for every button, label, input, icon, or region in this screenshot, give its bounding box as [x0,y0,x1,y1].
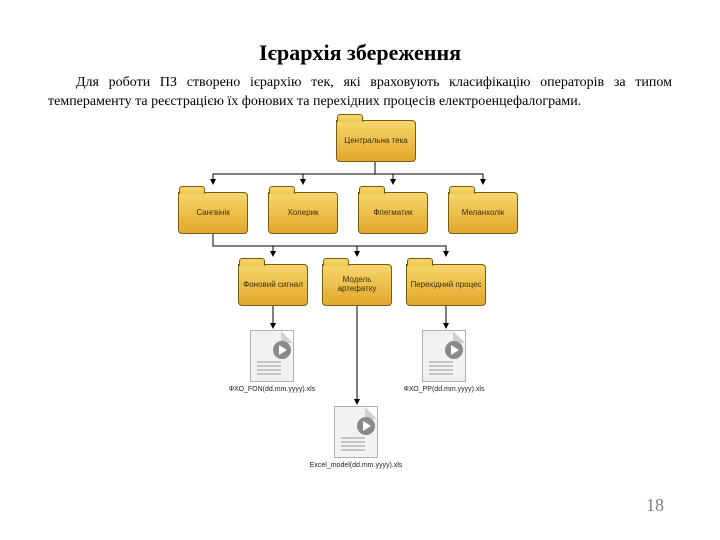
play-icon [357,417,375,435]
folder-label: Фоновий сигнал [243,281,303,289]
folder-label: Центральна тека [344,137,407,145]
folder-phlegmatic: Флегматик [358,192,428,234]
folder-artifact-model: Модель артефатку [322,264,392,306]
hierarchy-diagram: Центральна тека Сангвінік Холерик Флегма… [100,120,620,480]
play-icon [445,341,463,359]
file-caption: Excel_model(dd.mm.yyyy).xls [290,462,422,469]
folder-transient-process: Перехідний процес [406,264,486,306]
folder-label: Холерик [287,209,318,217]
folder-label: Меланхолік [462,209,505,217]
folder-background-signal: Фоновий сигнал [238,264,308,306]
edge [303,162,375,184]
file-fon [250,330,294,382]
folder-melancholic: Меланхолік [448,192,518,234]
folder-sangvinik: Сангвінік [178,192,248,234]
edge [375,162,483,184]
edge [213,162,375,184]
folder-choleric: Холерик [268,192,338,234]
edge [213,234,273,256]
page: Ієрархія збереження Для роботи ПЗ створе… [0,0,720,540]
file-caption: ФХО_PP(dd.mm.yyyy).xls [384,386,504,393]
page-number: 18 [646,495,664,516]
intro-paragraph: Для роботи ПЗ створено ієрархію тек, які… [48,74,672,112]
page-title: Ієрархія збереження [48,40,672,66]
folder-label: Сангвінік [196,209,229,217]
folder-label: Флегматик [373,209,412,217]
folder-root: Центральна тека [336,120,416,162]
file-model [334,406,378,458]
folder-label: Перехідний процес [410,281,481,289]
edge [213,234,357,256]
file-pp [422,330,466,382]
edge [375,162,393,184]
play-icon [273,341,291,359]
file-caption: ФХО_FON(dd.mm.yyyy).xls [210,386,334,393]
folder-label: Модель артефатку [325,276,389,293]
edge [213,234,446,256]
